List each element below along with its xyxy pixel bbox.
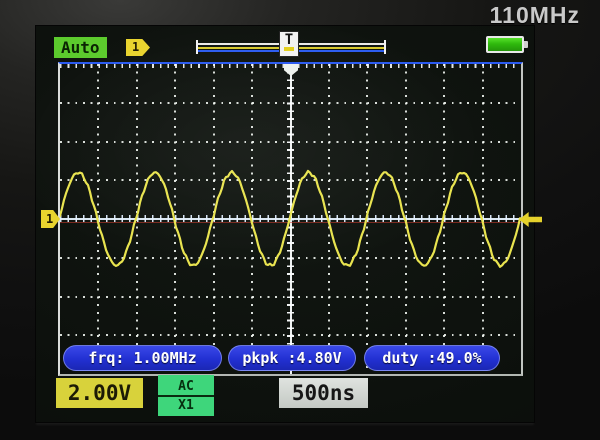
frequency-readout: frq: 1.00MHz — [63, 345, 222, 371]
bandwidth-label: 110MHz — [489, 2, 580, 28]
trigger-time-pointer-icon — [284, 64, 298, 76]
channel-1-tag-icon: 1 — [126, 39, 150, 56]
coupling-probe-badge: AC X1 — [158, 375, 214, 416]
pkpk-readout: pkpk :4.80V — [228, 345, 356, 371]
trigger-level-line — [60, 222, 521, 223]
channel-1-zero-marker: 1 — [41, 210, 60, 228]
trigger-mode-badge: Auto — [54, 37, 107, 58]
trigger-marker-label: T — [284, 32, 294, 48]
battery-icon — [486, 36, 528, 53]
buffer-start-tick — [196, 40, 198, 54]
duty-readout: duty :49.0% — [364, 345, 500, 371]
time-per-div-badge: 500ns — [279, 378, 368, 408]
probe-label: X1 — [178, 397, 194, 413]
trigger-position-marker: T — [280, 32, 298, 56]
waveform-trace — [60, 169, 521, 268]
coupling-divider — [158, 394, 214, 397]
waveform-svg — [60, 169, 521, 268]
graticule: 1 frq: 1.00MHz pkpk :4.80V duty :49.0% — [41, 62, 542, 376]
trigger-level-arrow-icon — [519, 212, 542, 227]
volts-per-div-badge: 2.00V — [56, 378, 143, 408]
lcd-screen: Auto 1 T 1 frq: 1.00MHz — [36, 26, 542, 422]
coupling-label: AC — [178, 378, 194, 394]
buffer-end-tick — [384, 40, 386, 54]
trigger-marker-band — [284, 47, 294, 51]
